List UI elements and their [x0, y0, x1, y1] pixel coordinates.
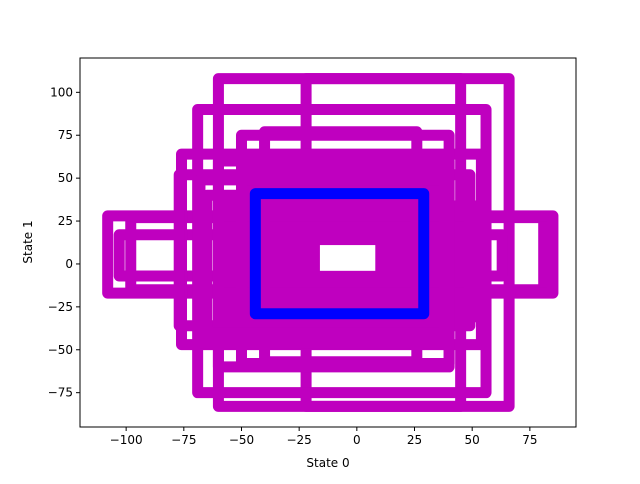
- y-tick-label-4: 25: [58, 214, 73, 228]
- y-tick-label-2: −25: [48, 300, 73, 314]
- y-tick-label-0: −75: [48, 386, 73, 400]
- x-axis: −100 −75 −50 −25 0 25 50 75: [110, 427, 538, 447]
- x-tick-label-7: 75: [522, 433, 537, 447]
- x-tick-label-3: −25: [286, 433, 311, 447]
- series-0-loop-3: [102, 210, 559, 299]
- series-1-loop-0: [249, 188, 430, 320]
- axes-frame: [79, 57, 577, 428]
- y-tick-label-7: 100: [50, 85, 73, 99]
- y-tick-label-3: 0: [65, 257, 73, 271]
- series-0-loop-4: [113, 229, 508, 282]
- y-tick-label-5: 50: [58, 171, 73, 185]
- central-gap: [319, 245, 376, 271]
- x-axis-label: State 0: [306, 456, 349, 470]
- y-tick-label-1: −50: [48, 343, 73, 357]
- y-axis-label: State 1: [21, 220, 35, 263]
- plot-area: [102, 73, 559, 412]
- x-tick-label-5: 25: [407, 433, 422, 447]
- y-tick-label-6: 75: [58, 128, 73, 142]
- x-tick-label-0: −100: [110, 433, 143, 447]
- x-tick-label-6: 50: [465, 433, 480, 447]
- y-axis: −75 −50 −25 0 25 50 75 100: [48, 85, 80, 400]
- x-tick-label-4: 0: [353, 433, 361, 447]
- x-tick-label-1: −75: [171, 433, 196, 447]
- x-tick-label-2: −50: [229, 433, 254, 447]
